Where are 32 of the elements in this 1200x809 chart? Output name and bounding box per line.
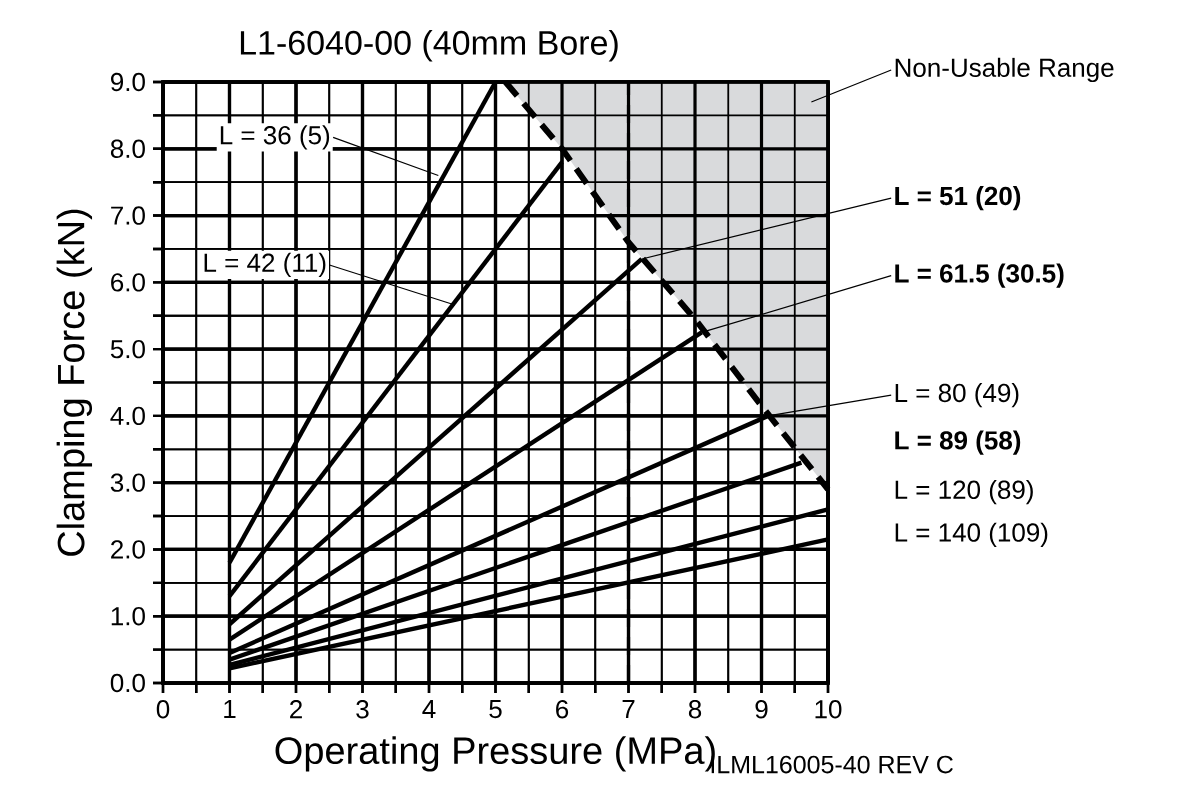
x-tick-label: 6 xyxy=(556,700,569,719)
x-tick-label: 3 xyxy=(356,700,369,719)
y-tick-label: 1.0 xyxy=(111,607,145,626)
y-tick-label: 6.0 xyxy=(111,273,145,292)
y-tick-label: 8.0 xyxy=(110,139,145,158)
y-tick-label: 9.0 xyxy=(111,72,145,92)
x-tick-label: 0 xyxy=(156,700,170,719)
x-tick-label: 10 xyxy=(815,700,842,719)
x-tick-label: 9 xyxy=(755,700,768,719)
y-tick-label: 0.0 xyxy=(110,673,145,693)
annotation: L = 36 (5) xyxy=(220,125,330,150)
annotation: L = 42 (11) xyxy=(204,252,326,278)
text: L = 89 (58) xyxy=(895,430,1021,455)
x-tick-label: 8 xyxy=(688,700,702,719)
text: L = 140 (109) xyxy=(895,522,1048,547)
y-tick-label: 3.0 xyxy=(110,473,145,492)
x-tick-label: 2 xyxy=(290,700,302,719)
annotation: L = 61.5 (30.5) xyxy=(895,263,1064,288)
y-tick-label: 4.0 xyxy=(110,406,145,426)
x-tick-label: 7 xyxy=(622,700,635,718)
y-tick-label: 7.0 xyxy=(111,206,145,225)
x-tick-label: 5 xyxy=(489,700,502,719)
text: L = 120 (89) xyxy=(895,479,1033,505)
annotation: L = 80 (49) xyxy=(895,383,1019,408)
x-tick-label: 1 xyxy=(224,700,236,718)
y-axis-title: Clamping Force (kN) xyxy=(56,209,93,556)
y-tick-label: 2.0 xyxy=(111,540,145,559)
annotation: L = 51 (20) xyxy=(895,186,1021,211)
x-tick-label: 4 xyxy=(422,700,436,718)
text: Non-Usable Range xyxy=(895,57,1114,83)
y-tick-label: 5.0 xyxy=(110,339,145,359)
chart-title: L1-6040-00 (40mm Bore) xyxy=(240,29,618,62)
